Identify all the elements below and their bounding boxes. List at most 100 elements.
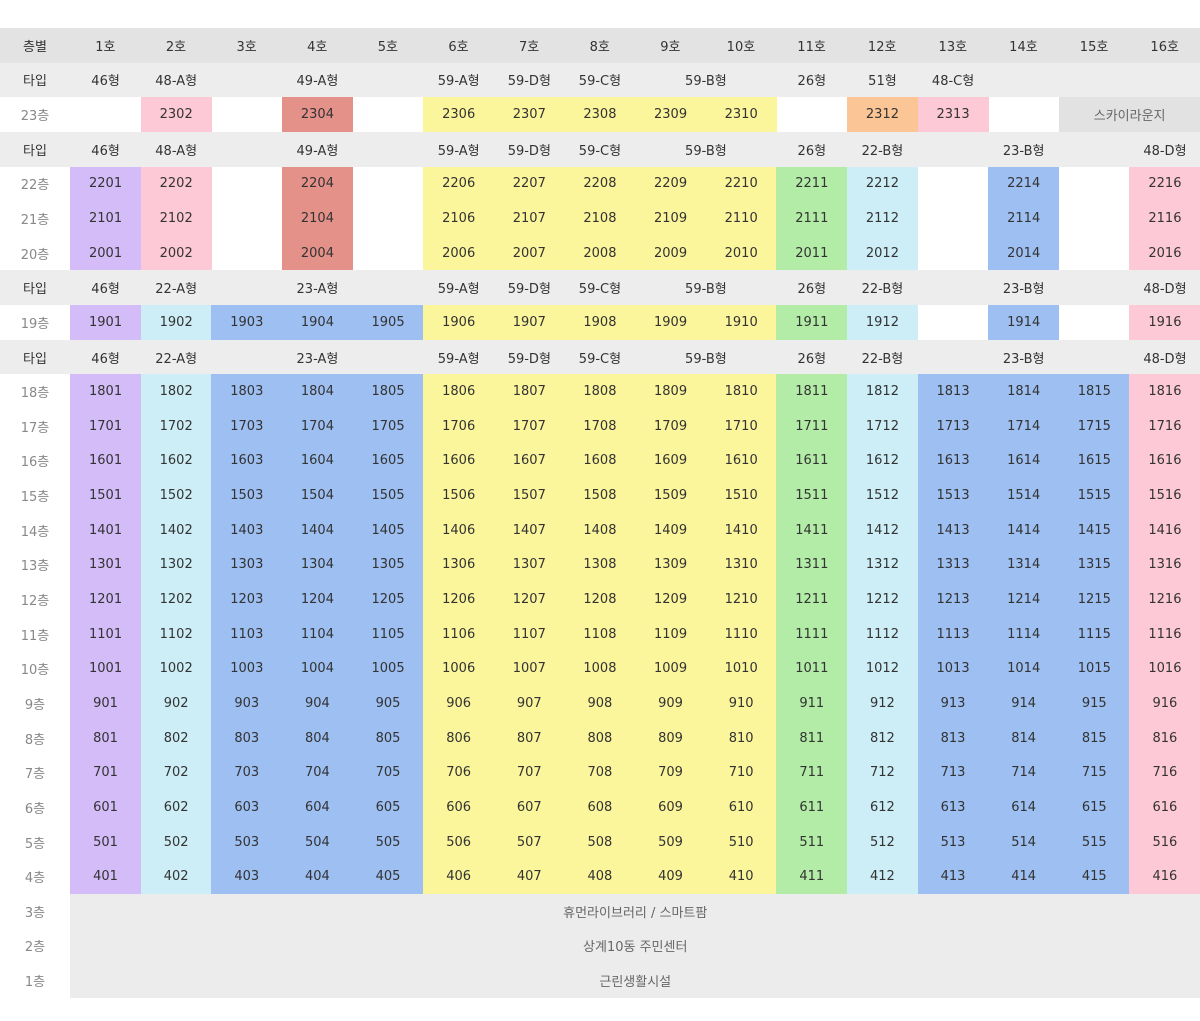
unit-cell: 1906 bbox=[423, 305, 495, 340]
unit-cell: 1302 bbox=[140, 547, 212, 583]
unit-cell: 1110 bbox=[705, 616, 777, 652]
unit-cell: 1602 bbox=[140, 443, 212, 479]
column-header: 13호 bbox=[938, 39, 968, 55]
unit-cell: 1905 bbox=[352, 305, 424, 340]
unit-cell: 1305 bbox=[352, 547, 424, 583]
unit-cell: 1805 bbox=[352, 374, 424, 410]
unit-type: 49-A형 bbox=[296, 143, 339, 159]
unit-type: 59-A형 bbox=[437, 74, 480, 90]
unit-cell: 1611 bbox=[776, 443, 848, 479]
unit-cell: 1312 bbox=[846, 547, 918, 583]
unit-cell: 1509 bbox=[635, 478, 707, 513]
unit-cell: 2014 bbox=[988, 235, 1060, 271]
unit-cell: 2110 bbox=[705, 201, 777, 236]
unit-cell: 2309 bbox=[635, 97, 707, 132]
floor-label: 20층 bbox=[20, 247, 50, 263]
unit-cell: 1112 bbox=[846, 616, 918, 652]
unit-cell: 807 bbox=[493, 720, 565, 756]
unit-cell: 1514 bbox=[988, 478, 1060, 513]
unit-cell: 1413 bbox=[917, 512, 989, 548]
floor-label: 16층 bbox=[20, 455, 50, 471]
floor-label: 15층 bbox=[20, 490, 50, 506]
column-header: 8호 bbox=[589, 39, 610, 55]
unit-cell: 1802 bbox=[140, 374, 212, 410]
unit-cell: 2306 bbox=[423, 97, 495, 132]
unit-cell: 1909 bbox=[635, 305, 707, 340]
unit-cell: 2106 bbox=[423, 201, 495, 236]
unit-cell: 1713 bbox=[917, 409, 989, 444]
unit-cell: 502 bbox=[140, 824, 212, 860]
unit-type: 59-A형 bbox=[437, 143, 480, 159]
unit-cell bbox=[353, 97, 424, 132]
unit-cell bbox=[211, 97, 282, 132]
unit-cell: 1516 bbox=[1129, 478, 1200, 513]
type-row-bg bbox=[0, 339, 1200, 375]
unit-cell: 1213 bbox=[917, 582, 989, 617]
floor-label: 22층 bbox=[20, 178, 50, 194]
header-label: 층별 bbox=[23, 39, 47, 55]
unit-cell: 1702 bbox=[140, 409, 212, 444]
unit-type: 59-C형 bbox=[578, 74, 622, 90]
unit-cell: 1907 bbox=[493, 305, 565, 340]
unit-cell: 1716 bbox=[1129, 409, 1200, 444]
unit-cell bbox=[70, 97, 141, 132]
unit-cell: 404 bbox=[281, 859, 353, 894]
column-header: 14호 bbox=[1009, 39, 1038, 55]
unit-cell: 712 bbox=[846, 755, 918, 791]
unit-cell: 801 bbox=[70, 720, 142, 756]
unit-cell: 916 bbox=[1129, 686, 1200, 721]
unit-cell bbox=[1059, 305, 1130, 340]
unit-cell: 1508 bbox=[564, 478, 636, 513]
column-header: 4호 bbox=[307, 39, 328, 55]
unit-cell: 1015 bbox=[1058, 651, 1130, 687]
unit-cell: 1803 bbox=[211, 374, 283, 410]
floor-label: 23층 bbox=[20, 109, 50, 125]
unit-cell: 1911 bbox=[776, 305, 848, 340]
unit-cell: 1505 bbox=[352, 478, 424, 513]
unit-cell: 1201 bbox=[70, 582, 142, 617]
unit-cell: 1107 bbox=[493, 616, 565, 652]
unit-cell: 2107 bbox=[493, 201, 565, 236]
unit-cell: 1303 bbox=[211, 547, 283, 583]
unit-cell: 616 bbox=[1129, 790, 1200, 825]
unit-cell: 1914 bbox=[988, 305, 1060, 340]
unit-cell: 1812 bbox=[846, 374, 918, 410]
unit-cell: 1501 bbox=[70, 478, 142, 513]
floor-label: 21층 bbox=[20, 213, 50, 228]
unit-cell: 1206 bbox=[423, 582, 495, 617]
unit-type: 59-D형 bbox=[507, 143, 551, 159]
unit-cell: 1113 bbox=[917, 616, 989, 652]
column-header: 16호 bbox=[1150, 39, 1179, 55]
unit-cell: 814 bbox=[988, 720, 1060, 756]
unit-cell: 512 bbox=[846, 824, 918, 860]
unit-cell: 702 bbox=[140, 755, 212, 791]
unit-cell: 2016 bbox=[1129, 235, 1200, 271]
unit-cell: 402 bbox=[140, 859, 212, 894]
unit-cell: 516 bbox=[1129, 824, 1200, 860]
unit-cell: 610 bbox=[705, 790, 777, 825]
type-label: 타입 bbox=[23, 351, 47, 367]
unit-type: 46형 bbox=[91, 282, 120, 298]
unit-type: 23-B형 bbox=[1002, 351, 1045, 367]
unit-cell: 휴먼라이브러리 / 스마트팜 bbox=[70, 894, 1200, 929]
column-header: 10호 bbox=[726, 39, 756, 55]
unit-cell: 2210 bbox=[705, 166, 777, 202]
unit-cell: 1902 bbox=[140, 305, 212, 340]
column-header: 1호 bbox=[95, 39, 116, 55]
floor-label: 19층 bbox=[20, 316, 50, 332]
unit-cell: 709 bbox=[635, 755, 707, 791]
unit-type: 46형 bbox=[91, 74, 120, 90]
unit-cell: 1809 bbox=[635, 374, 707, 410]
unit-cell: 1903 bbox=[211, 305, 283, 340]
unit-type: 23-A형 bbox=[296, 351, 339, 367]
unit-cell: 513 bbox=[917, 824, 989, 860]
unit-type: 48-C형 bbox=[931, 74, 975, 90]
unit-cell: 1714 bbox=[988, 409, 1060, 444]
unit-cell: 1405 bbox=[352, 512, 424, 548]
unit-cell: 2312 bbox=[846, 97, 918, 132]
unit-cell: 410 bbox=[705, 859, 777, 894]
unit-cell: 2211 bbox=[776, 166, 848, 202]
unit-cell: 515 bbox=[1058, 824, 1130, 860]
type-row-bg bbox=[0, 62, 1200, 98]
unit-cell: 1216 bbox=[1129, 582, 1200, 617]
